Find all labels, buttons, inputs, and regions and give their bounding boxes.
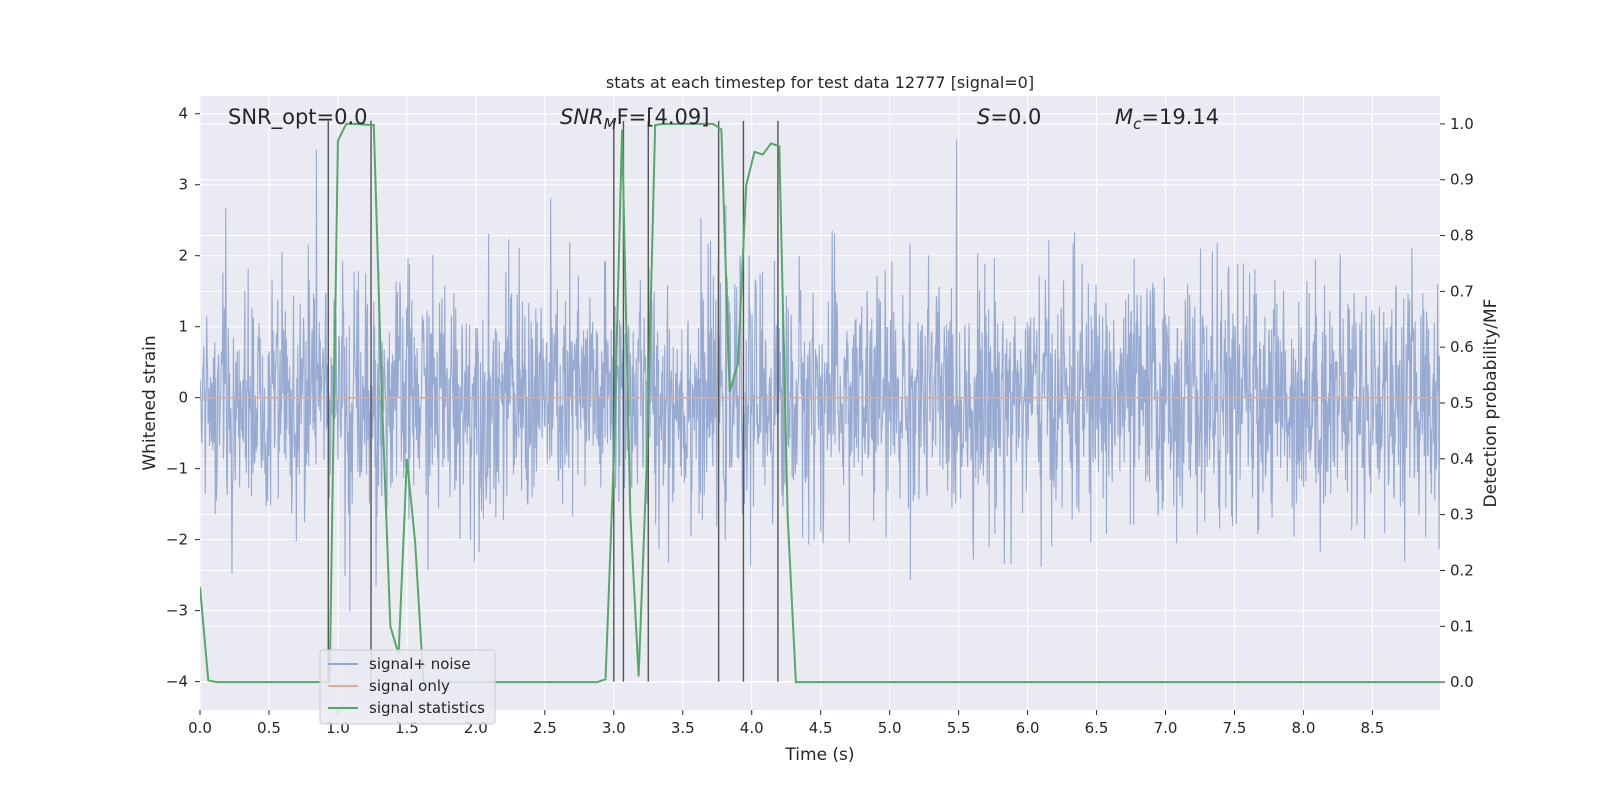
legend-label-signal-noise: signal+ noise <box>369 655 471 673</box>
y-tick-label: −2 <box>166 531 188 549</box>
annotations: SNR_opt=0.0 SNRMF=[4.09] S=0.0 Mc=19.14 <box>228 105 1219 133</box>
y-tick-label: −4 <box>166 673 188 691</box>
y2-tick-label: 0.5 <box>1450 394 1474 412</box>
x-tick-label: 0.0 <box>188 719 212 737</box>
legend-label-signal-only: signal only <box>369 677 450 695</box>
y-tick-label: −1 <box>166 460 188 478</box>
y2-tick-label: 0.7 <box>1450 282 1474 300</box>
y2-tick-label: 0.3 <box>1450 506 1474 524</box>
axis-ticks: 0.0 0.5 1.0 1.5 2.0 2.5 3.0 3.5 4.0 4.5 5.0 5.5 6.0 6… <box>166 105 1474 737</box>
x-tick-label: 8.0 <box>1292 719 1316 737</box>
x-tick-label: 8.5 <box>1360 719 1384 737</box>
y-tick-label: 2 <box>178 247 188 265</box>
y2-tick-label: 0.9 <box>1450 171 1474 189</box>
y-axis-label: Whitened strain <box>140 335 160 470</box>
series-signal-statistics-line <box>200 122 1440 684</box>
snr-opt-annotation: SNR_opt=0.0 <box>228 105 368 130</box>
x-tick-label: 6.5 <box>1085 719 1109 737</box>
legend: signal+ noise signal only signal statist… <box>319 649 496 725</box>
snr-mf-annotation: SNRMF=[4.09] <box>560 105 709 133</box>
legend-label-signal-statistics: signal statistics <box>369 699 485 717</box>
y2-tick-label: 0.1 <box>1450 617 1474 635</box>
y-tick-label: −3 <box>166 602 188 620</box>
x-tick-label: 3.5 <box>671 719 695 737</box>
y-tick-label: 3 <box>178 176 188 194</box>
s-value: =0.0 <box>990 105 1041 129</box>
snr-mf-subscript: M <box>604 115 617 133</box>
mc-main: M <box>1115 105 1133 129</box>
y2-tick-label: 0.2 <box>1450 561 1474 579</box>
x-tick-label: 4.5 <box>809 719 833 737</box>
x-tick-label: 0.5 <box>257 719 281 737</box>
x-tick-label: 3.0 <box>602 719 626 737</box>
y2-tick-label: 0.6 <box>1450 338 1474 356</box>
y2-axis-label: Detection probability/MF <box>1481 299 1501 508</box>
y2-tick-label: 0.4 <box>1450 450 1474 468</box>
x-tick-label: 5.0 <box>878 719 902 737</box>
x-tick-label: 5.5 <box>947 719 971 737</box>
y2-tick-label: 0.0 <box>1450 673 1474 691</box>
y2-tick-label: 0.8 <box>1450 227 1474 245</box>
y2-tick-label: 1.0 <box>1450 115 1474 133</box>
snr-mf-value: F=[4.09] <box>617 105 710 129</box>
data-series <box>200 120 1440 684</box>
y-tick-label: 4 <box>178 105 188 123</box>
mc-subscript: c <box>1133 115 1142 133</box>
x-tick-label: 4.0 <box>740 719 764 737</box>
x-tick-label: 7.5 <box>1223 719 1247 737</box>
chart-title: stats at each timestep for test data 127… <box>606 73 1034 92</box>
s-annotation: S=0.0 <box>977 105 1041 129</box>
snr-mf-main: SNR <box>560 105 604 129</box>
y-tick-label: 0 <box>178 389 188 407</box>
x-axis-label: Time (s) <box>784 745 854 765</box>
x-tick-label: 2.5 <box>533 719 557 737</box>
s-main: S <box>977 105 990 129</box>
mc-annotation: Mc=19.14 <box>1115 105 1219 133</box>
series-signal-noise-line <box>200 139 1440 612</box>
x-tick-label: 6.0 <box>1016 719 1040 737</box>
mc-value: =19.14 <box>1141 105 1219 129</box>
x-tick-label: 7.0 <box>1154 719 1178 737</box>
legend-box <box>319 649 496 725</box>
y-tick-label: 1 <box>178 318 188 336</box>
